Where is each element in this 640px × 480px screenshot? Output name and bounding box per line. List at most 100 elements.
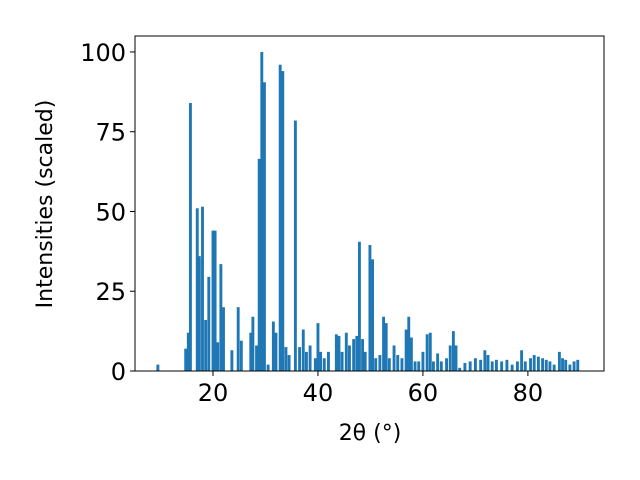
bar — [197, 256, 201, 371]
bar — [505, 359, 509, 371]
bar — [281, 71, 285, 371]
bar — [195, 208, 199, 371]
x-axis-label: 2θ (°) — [339, 421, 402, 446]
bar — [557, 351, 561, 371]
bar — [251, 316, 255, 371]
bar — [548, 361, 552, 371]
bar — [239, 340, 243, 371]
bar — [417, 361, 421, 371]
bar — [186, 332, 190, 371]
y-tick-label: 0 — [111, 358, 126, 386]
bar — [188, 103, 192, 371]
bar — [448, 345, 452, 371]
bar — [327, 351, 330, 371]
bar — [544, 359, 548, 371]
bar — [439, 361, 443, 371]
bar — [483, 350, 487, 371]
bar — [334, 334, 338, 371]
bar — [219, 264, 223, 371]
bar — [486, 355, 490, 371]
bar — [523, 361, 527, 371]
y-tick-label: 75 — [95, 119, 126, 147]
bar — [536, 356, 540, 371]
bar — [392, 345, 396, 371]
bar — [340, 351, 344, 371]
bar — [510, 364, 514, 371]
y-axis-label: Intensities (scaled) — [33, 100, 58, 309]
bar — [378, 355, 382, 371]
bar — [400, 358, 404, 371]
bar — [494, 359, 498, 371]
bar — [384, 323, 388, 371]
bar — [445, 358, 448, 371]
bar — [271, 321, 275, 371]
bar — [490, 361, 494, 371]
bar — [204, 319, 208, 371]
bar — [278, 64, 282, 371]
bar — [266, 364, 270, 371]
bar — [568, 364, 572, 371]
bar — [156, 364, 160, 371]
bar — [541, 358, 545, 371]
bar — [287, 355, 291, 371]
bar — [431, 361, 435, 371]
bar — [262, 82, 266, 371]
bar — [428, 332, 432, 371]
bar — [532, 355, 536, 371]
bar — [561, 358, 564, 371]
bar — [313, 358, 317, 371]
bar — [454, 345, 458, 371]
bar — [413, 361, 417, 371]
bar — [337, 335, 341, 371]
bar — [304, 351, 308, 371]
bar — [236, 307, 240, 371]
bar — [451, 331, 455, 371]
bar — [500, 361, 504, 371]
bar — [319, 351, 323, 371]
bar — [213, 230, 217, 371]
bar — [463, 363, 467, 371]
x-tick-label: 80 — [513, 379, 544, 407]
bar — [348, 345, 351, 371]
bar — [371, 259, 374, 371]
bar — [407, 316, 411, 371]
bar — [222, 307, 225, 371]
bar — [255, 345, 258, 371]
bar — [374, 358, 378, 371]
bar — [425, 334, 429, 371]
bar — [520, 350, 524, 371]
y-tick-label: 50 — [95, 198, 126, 226]
bar — [322, 358, 326, 371]
bar — [458, 367, 462, 371]
bar — [479, 359, 483, 371]
bar — [357, 241, 361, 371]
bar — [344, 332, 348, 371]
bar — [468, 361, 472, 371]
bar — [552, 364, 556, 371]
bar — [316, 323, 320, 371]
bar — [529, 358, 532, 371]
bar — [257, 158, 261, 371]
bar — [249, 332, 253, 371]
bar — [572, 361, 576, 371]
bar — [298, 347, 302, 371]
bar — [515, 361, 519, 371]
bar — [361, 339, 365, 371]
x-tick-label: 40 — [303, 379, 334, 407]
bar — [421, 351, 425, 371]
bar — [396, 355, 400, 371]
bar — [576, 359, 580, 371]
bar — [382, 316, 386, 371]
bar — [301, 329, 305, 371]
bar — [473, 358, 477, 371]
bar — [352, 339, 356, 371]
bar — [387, 358, 391, 371]
bar — [404, 329, 408, 371]
bar — [436, 353, 440, 371]
bar — [409, 337, 413, 371]
bar — [355, 335, 359, 371]
bar — [564, 359, 568, 371]
bar — [201, 206, 204, 371]
y-tick-label: 100 — [80, 39, 126, 67]
